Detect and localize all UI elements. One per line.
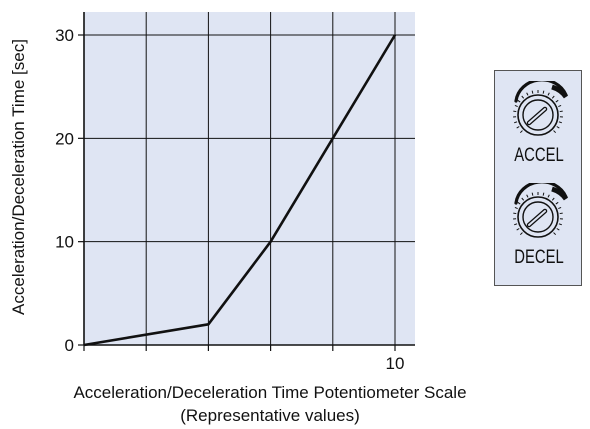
scale-tick (516, 126, 520, 129)
scale-tick (555, 99, 559, 103)
y-tick-label: 0 (65, 336, 74, 355)
rotation-arc-thick (551, 84, 569, 99)
scale-tick (558, 223, 562, 226)
scale-tick (531, 192, 534, 196)
scale-tick (558, 206, 562, 210)
y-tick-label: 20 (55, 129, 74, 148)
scale-tick (514, 121, 518, 124)
x-tick-label: 10 (386, 354, 405, 373)
scale-tick (551, 197, 555, 201)
scale-tick (514, 223, 518, 226)
dial-pointer-slot (528, 108, 546, 124)
dial-outer (517, 196, 559, 238)
scale-tick (519, 130, 523, 134)
scale-tick (526, 92, 529, 96)
rotation-arc (514, 81, 568, 103)
scale-tick (517, 99, 521, 103)
y-tick-label: 30 (55, 26, 74, 45)
scale-tick (553, 232, 557, 236)
series-line (83, 34, 397, 347)
dial-outer (517, 94, 559, 136)
scale-tick (526, 194, 529, 198)
scale-tick (555, 201, 559, 205)
scale-tick (558, 121, 562, 124)
scale-tick (542, 192, 545, 196)
x-axis-title: Acceleration/Deceleration Time Potentiom… (73, 383, 467, 402)
scale-tick (521, 197, 525, 201)
scale-tick (551, 95, 555, 99)
scale-tick (517, 201, 521, 205)
scale-tick (556, 228, 560, 231)
y-axis-title: Acceleration/Deceleration Time [sec] (9, 39, 28, 315)
decel-knob-label: DECEL (514, 247, 564, 268)
scale-tick (514, 206, 518, 210)
x-axis-note: (Representative values) (180, 406, 360, 425)
dial-pointer-slot (528, 210, 546, 226)
scale-tick (516, 228, 520, 231)
accel-knob-label: ACCEL (514, 145, 564, 166)
dial-inner (522, 201, 554, 233)
scale-tick (531, 90, 534, 94)
scale-tick (547, 92, 550, 96)
rotation-arc-thick (551, 186, 569, 201)
plot-area (84, 12, 415, 345)
scale-tick (547, 194, 550, 198)
dial-inner (522, 99, 554, 131)
y-tick-label: 10 (55, 233, 74, 252)
decel-knob-icon (513, 183, 569, 238)
scale-tick (521, 95, 525, 99)
scale-tick (514, 104, 518, 108)
scale-tick (553, 130, 557, 134)
scale-tick (542, 90, 545, 94)
potentiometer-panel: ACCEL DECEL (494, 70, 582, 286)
accel-knob-icon (513, 81, 569, 136)
scale-tick (556, 126, 560, 129)
scale-tick (519, 232, 523, 236)
scale-tick (558, 104, 562, 108)
rotation-arc (514, 183, 568, 205)
